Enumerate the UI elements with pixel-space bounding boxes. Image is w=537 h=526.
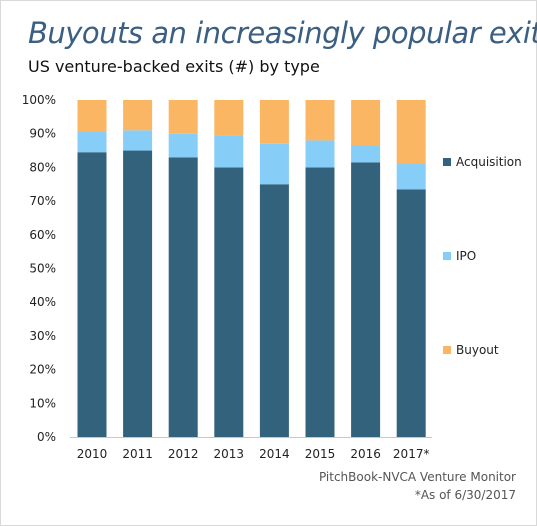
- bar-acquisition: [396, 189, 426, 437]
- bar-buyout: [123, 100, 153, 131]
- bar-acquisition: [351, 162, 381, 437]
- footnote: *As of 6/30/2017: [414, 488, 516, 502]
- bar-buyout: [168, 100, 198, 134]
- y-tick-label: 20%: [29, 363, 56, 377]
- y-tick-label: 70%: [29, 194, 56, 208]
- y-tick-label: 10%: [29, 396, 56, 410]
- y-tick-label: 0%: [37, 430, 56, 444]
- bar-buyout: [305, 100, 335, 141]
- legend-label-ipo: IPO: [456, 249, 476, 263]
- legend-swatch-acquisition: [443, 158, 451, 166]
- bar-ipo: [259, 143, 289, 185]
- bar-ipo: [305, 140, 335, 168]
- y-tick-label: 90%: [29, 127, 56, 141]
- legend-swatch-ipo: [443, 252, 451, 260]
- bar-ipo: [123, 130, 153, 151]
- y-tick-label: 100%: [22, 93, 56, 107]
- y-tick-label: 40%: [29, 295, 56, 309]
- bar-buyout: [214, 100, 244, 136]
- chart-title: Buyouts an increasingly popular exit: [28, 16, 537, 50]
- x-tick-label: 2013: [214, 447, 245, 461]
- x-tick-label: 2012: [168, 447, 199, 461]
- bar-ipo: [351, 145, 381, 163]
- bar-buyout: [351, 100, 381, 146]
- bar-buyout: [396, 100, 426, 165]
- bar-acquisition: [123, 150, 153, 438]
- x-tick-label: 2015: [305, 447, 336, 461]
- legend-swatch-buyout: [443, 346, 451, 354]
- bar-ipo: [214, 135, 244, 168]
- bar-ipo: [77, 132, 107, 153]
- x-tick-label: 2017*: [393, 447, 430, 461]
- bar-acquisition: [168, 157, 198, 438]
- chart-subtitle: US venture-backed exits (#) by type: [28, 57, 320, 76]
- source-credit: PitchBook-NVCA Venture Monitor: [318, 470, 516, 484]
- bar-acquisition: [259, 184, 289, 437]
- bar-buyout: [259, 100, 289, 144]
- y-tick-label: 50%: [29, 262, 56, 276]
- bar-ipo: [396, 164, 426, 190]
- y-tick-label: 60%: [29, 228, 56, 242]
- bar-buyout: [77, 100, 107, 133]
- x-tick-label: 2016: [350, 447, 381, 461]
- bar-acquisition: [305, 167, 335, 437]
- y-tick-label: 80%: [29, 160, 56, 174]
- x-tick-label: 2010: [77, 447, 108, 461]
- legend-label-buyout: Buyout: [456, 343, 499, 357]
- bar-ipo: [168, 133, 198, 158]
- bar-acquisition: [77, 152, 107, 438]
- legend-label-acquisition: Acquisition: [456, 155, 522, 169]
- x-tick-label: 2014: [259, 447, 290, 461]
- bar-acquisition: [214, 167, 244, 437]
- x-tick-label: 2011: [122, 447, 153, 461]
- y-tick-label: 30%: [29, 329, 56, 343]
